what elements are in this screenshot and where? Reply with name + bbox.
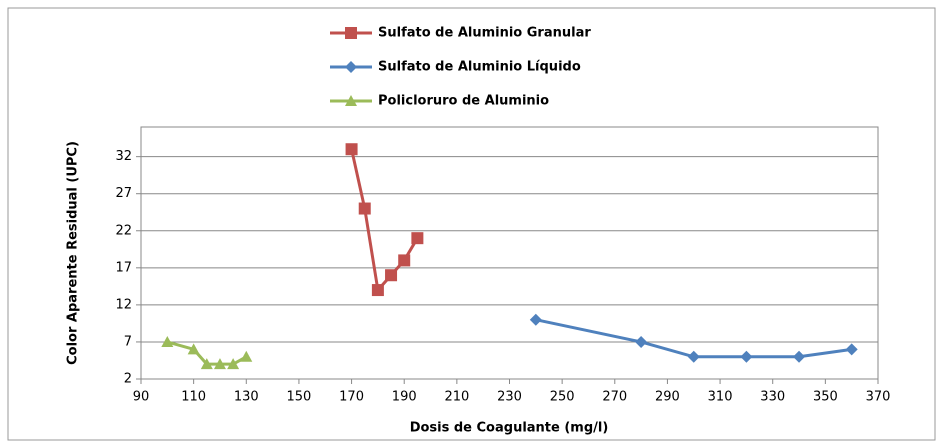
x-tick-label: 330 xyxy=(760,390,785,405)
x-tick-label: 270 xyxy=(602,390,627,405)
marker xyxy=(411,232,424,245)
chart-frame xyxy=(7,7,936,441)
marker xyxy=(385,269,398,282)
marker xyxy=(371,284,384,297)
marker xyxy=(845,343,858,356)
legend-label: Sulfato de Aluminio Granular xyxy=(378,26,591,41)
y-tick-label: 22 xyxy=(115,223,132,238)
y-tick-label: 32 xyxy=(115,149,132,164)
x-tick-label: 290 xyxy=(655,390,680,405)
legend-label: Sulfato de Aluminio Líquido xyxy=(378,60,581,75)
y-tick-label: 27 xyxy=(115,186,132,201)
y-tick-label: 12 xyxy=(115,297,132,312)
x-tick-label: 170 xyxy=(339,390,364,405)
marker xyxy=(398,254,411,267)
plot-area xyxy=(140,126,879,380)
marker xyxy=(345,61,357,73)
x-tick-label: 110 xyxy=(181,390,206,405)
x-tick-label: 210 xyxy=(444,390,469,405)
y-tick-label: 17 xyxy=(115,260,132,275)
y-tick-label: 2 xyxy=(124,372,132,387)
marker xyxy=(213,358,226,370)
marker xyxy=(793,350,806,363)
y-tick-label: 7 xyxy=(124,334,132,349)
marker xyxy=(200,358,213,370)
marker xyxy=(529,313,542,326)
marker xyxy=(345,143,358,156)
x-tick-label: 250 xyxy=(550,390,575,405)
marker xyxy=(740,350,753,363)
marker xyxy=(227,358,240,370)
marker xyxy=(345,95,357,106)
x-tick-label: 230 xyxy=(497,390,522,405)
x-tick-label: 90 xyxy=(133,390,150,405)
marker xyxy=(635,335,648,348)
x-tick-label: 310 xyxy=(708,390,733,405)
x-axis-label: Dosis de Coagulante (mg/l) xyxy=(410,421,609,436)
marker xyxy=(161,335,174,347)
marker xyxy=(687,350,700,363)
x-tick-label: 190 xyxy=(392,390,417,405)
legend-label: Policloruro de Aluminio xyxy=(378,94,549,109)
marker xyxy=(358,202,371,215)
x-tick-label: 130 xyxy=(234,390,259,405)
marker xyxy=(187,343,200,355)
series-line xyxy=(535,318,852,359)
marker xyxy=(240,350,253,362)
x-tick-label: 350 xyxy=(813,390,838,405)
y-axis-label: Color Aparente Residual (UPC) xyxy=(66,141,81,365)
marker xyxy=(345,27,357,39)
x-tick-label: 370 xyxy=(866,390,891,405)
x-tick-label: 150 xyxy=(287,390,312,405)
